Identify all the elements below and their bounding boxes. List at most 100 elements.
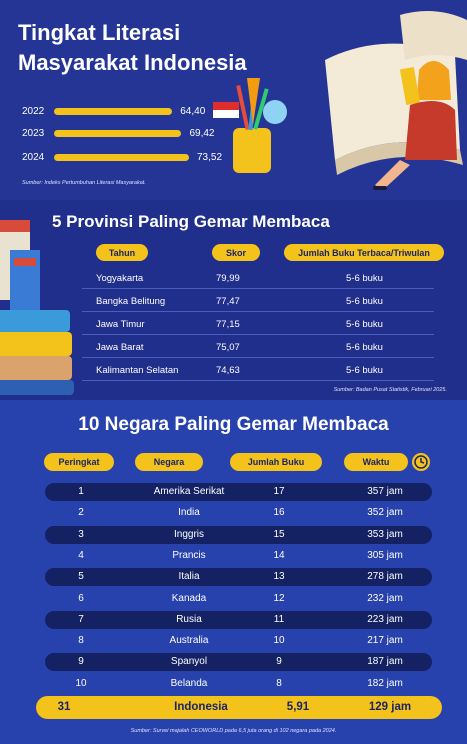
country-books: 12 <box>273 592 285 604</box>
country-books: 8 <box>276 677 282 689</box>
country-time: 278 jam <box>367 571 403 583</box>
country-time: 357 jam <box>367 486 403 497</box>
indonesia-books: 5,91 <box>286 701 310 713</box>
province-name: Kalimantan Selatan <box>96 365 179 376</box>
country-rank: 1 <box>78 486 84 497</box>
bar-fill <box>54 129 182 137</box>
bar-row-2022: 2022 64,40 <box>22 104 205 118</box>
province-score: 79,99 <box>216 273 240 284</box>
country-name: Belanda <box>170 677 208 689</box>
country-rank: 5 <box>78 571 84 583</box>
header-tahun: Tahun <box>96 244 148 261</box>
bar-year-label: 2022 <box>22 105 45 117</box>
province-books: 5-6 buku <box>346 342 383 353</box>
country-name: Rusia <box>176 613 202 625</box>
country-row: 8 Australia 10 217 jam <box>45 632 432 650</box>
province-books: 5-6 buku <box>346 319 383 330</box>
countries-section: 10 Negara Paling Gemar Membaca Peringkat… <box>0 400 467 744</box>
indonesia-row: 31 Indonesia 5,91 129 jam <box>36 696 442 719</box>
country-name: Spanyol <box>170 656 208 668</box>
country-rank: 10 <box>75 677 87 689</box>
country-name: Prancis <box>172 549 206 561</box>
bar-year-label: 2024 <box>22 151 45 163</box>
country-rank: 8 <box>78 635 84 647</box>
country-row: 9 Spanyol 9 187 jam <box>45 653 432 672</box>
country-books: 9 <box>276 656 282 668</box>
country-row: 5 Italia 13 278 jam <box>45 568 432 587</box>
literacy-section: Tingkat Literasi Masyarakat Indonesia 20… <box>0 0 467 200</box>
countries-source: Sumber: Survei majalah CEOWORLD pada 6,5… <box>130 728 337 734</box>
country-row: 1 Amerika Serikat 17 357 jam <box>45 483 432 501</box>
country-books: 17 <box>273 486 285 497</box>
header-negara: Negara <box>135 453 203 471</box>
country-books: 15 <box>273 528 285 540</box>
country-time: 223 jam <box>367 613 403 625</box>
country-name: Inggris <box>173 528 204 540</box>
province-name: Jawa Barat <box>96 342 144 353</box>
bar-value-label: 73,52 <box>197 151 223 163</box>
country-row: 4 Prancis 14 305 jam <box>45 547 432 565</box>
province-books: 5-6 buku <box>346 365 383 376</box>
bar-year-label: 2023 <box>22 127 45 139</box>
country-name: Australia <box>169 635 209 647</box>
bar-row-2024: 2024 73,52 <box>22 150 222 164</box>
reading-illustration-icon <box>213 11 467 190</box>
province-score: 74,63 <box>216 365 240 376</box>
header-peringkat: Peringkat <box>44 453 114 471</box>
country-rank: 6 <box>78 592 84 604</box>
country-time: 305 jam <box>367 549 403 561</box>
province-score: 75,07 <box>216 342 240 353</box>
country-time: 182 jam <box>367 677 403 689</box>
country-row: 6 Kanada 12 232 jam <box>45 590 432 608</box>
bar-fill <box>54 107 173 115</box>
province-name: Bangka Belitung <box>96 296 166 307</box>
bar-value-label: 69,42 <box>189 127 215 139</box>
header-skor: Skor <box>212 244 260 261</box>
clock-icon <box>412 453 430 471</box>
literacy-source: Sumber: Indeks Pertumbuhan Literasi Masy… <box>22 180 146 186</box>
country-rank: 2 <box>78 507 84 519</box>
province-books: 5-6 buku <box>346 296 383 307</box>
country-row: 2 India 16 352 jam <box>45 504 432 522</box>
bar-row-2023: 2023 69,42 <box>22 126 215 140</box>
bar-value-label: 64,40 <box>180 105 206 117</box>
province-name: Yogyakarta <box>96 273 144 284</box>
country-time: 352 jam <box>367 507 403 519</box>
country-rank: 3 <box>78 528 84 540</box>
title-line-2: Masyarakat Indonesia <box>18 50 247 75</box>
country-time: 353 jam <box>367 528 403 540</box>
countries-title: 10 Negara Paling Gemar Membaca <box>78 414 389 435</box>
province-row: Jawa Timur 77,15 5-6 buku <box>82 313 434 335</box>
province-books: 5-6 buku <box>346 273 383 284</box>
country-rank: 9 <box>78 656 84 668</box>
country-name: Amerika Serikat <box>153 486 225 497</box>
provinces-source: Sumber: Badan Pusat Statistik, Februari … <box>333 387 447 393</box>
province-row: Yogyakarta 79,99 5-6 buku <box>82 267 434 289</box>
indonesia-name: Indonesia <box>174 701 228 713</box>
country-rank: 4 <box>78 549 84 561</box>
country-row: 7 Rusia 11 223 jam <box>45 610 432 629</box>
title-line-1: Tingkat Literasi <box>18 20 181 45</box>
country-books: 14 <box>273 549 285 561</box>
country-row: 10 Belanda 8 182 jam <box>45 675 432 693</box>
provinces-title: 5 Provinsi Paling Gemar Membaca <box>52 212 330 231</box>
indonesia-time: 129 jam <box>368 701 412 713</box>
bar-fill <box>54 153 189 161</box>
country-books: 16 <box>273 507 285 519</box>
country-time: 232 jam <box>367 592 403 604</box>
country-books: 10 <box>273 635 285 647</box>
country-name: India <box>178 507 200 519</box>
province-score: 77,15 <box>216 319 240 330</box>
country-time: 187 jam <box>367 656 403 668</box>
books-stack-icon <box>0 220 74 395</box>
province-score: 77,47 <box>216 296 240 307</box>
country-row: 3 Inggris 15 353 jam <box>45 525 432 544</box>
header-jumlah-buku: Jumlah Buku Terbaca/Triwulan <box>284 244 444 261</box>
province-row: Bangka Belitung 77,47 5-6 buku <box>82 290 434 312</box>
province-name: Jawa Timur <box>96 319 145 330</box>
country-name: Italia <box>178 571 200 583</box>
provinces-section: 5 Provinsi Paling Gemar Membaca Tahun Sk… <box>0 200 467 400</box>
header-waktu: Waktu <box>344 453 408 471</box>
literacy-title: Tingkat Literasi Masyarakat Indonesia <box>18 18 247 78</box>
